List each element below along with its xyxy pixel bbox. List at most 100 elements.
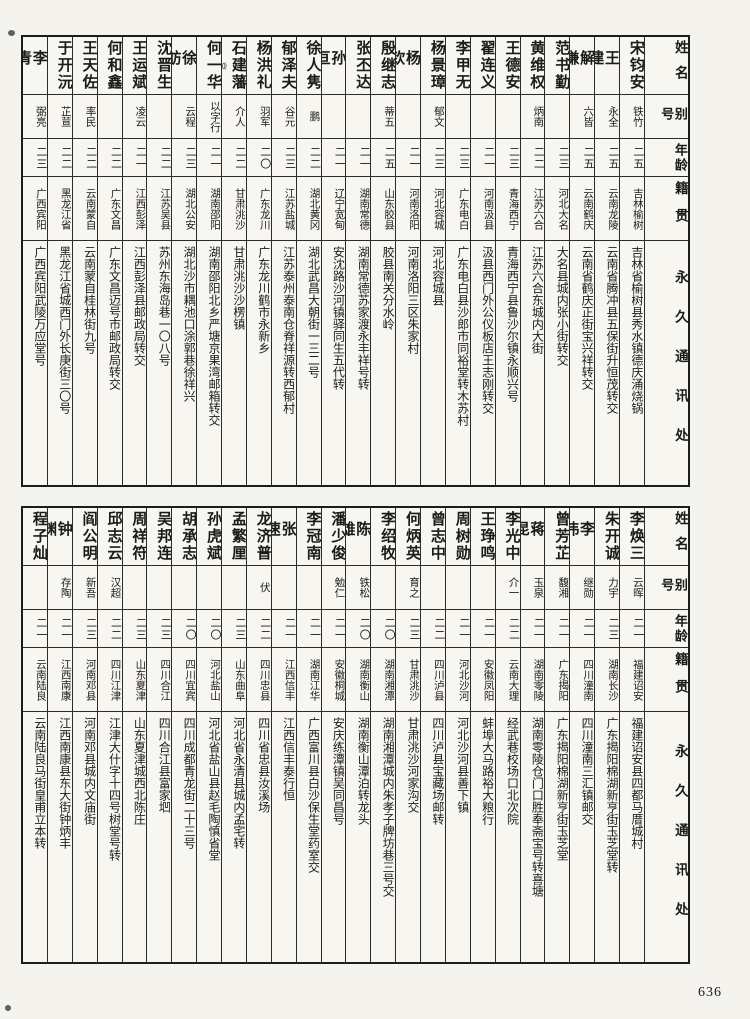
address-cell: 广东龙川鹤市永新乡 — [256, 246, 271, 354]
entry-column: 何和鑫 二二 广东文昌 广东文昌迈号市邮政局转交 — [96, 37, 122, 485]
address-cell: 云南省腾冲县五保街升恒茂转交 — [605, 246, 619, 414]
age-cell: 二一 — [346, 139, 371, 177]
native-cell: 安徽桐城 — [321, 648, 346, 712]
entry-column: 张速 二一 江西信丰 江西信丰泰行恒 — [270, 508, 296, 962]
address-cell: 湖南湘潭城内朱孝子牌坊巷三号交 — [381, 717, 396, 897]
name-cell: 周祥符 — [122, 508, 147, 566]
age-cell: 二二 — [222, 139, 246, 177]
native-cell: 云南大理 — [495, 648, 520, 712]
header-address: 永久通讯处 — [672, 269, 688, 468]
age-cell: 二三 — [445, 139, 470, 177]
entry-column: 钟渊 存陶 二一 江西南康 江西南康县东大街钟炳丰 — [46, 508, 72, 962]
address-cell: 广东文昌迈号市邮政局转交 — [107, 246, 122, 390]
entry-column: 胡承志 二〇 四川宜宾 四川成都青龙街二十三号 — [171, 508, 197, 962]
entry-column: 何炳英 育之 二三 甘肃洮沙 甘肃洮沙河家沟交 — [395, 508, 420, 962]
alias-cell: 率民 — [72, 95, 97, 139]
age-cell: 二二 — [495, 610, 520, 648]
name-cell: 朱开诚 — [595, 508, 619, 566]
entry-column: 吴邦连 二三 四川合江 四川合江县富家垇 — [146, 508, 172, 962]
entry-column: 郁泽夫 谷元 二三 江苏盐城 江苏泰州泰南仓脊祥源转西郁村 — [270, 37, 296, 485]
alias-cell — [321, 95, 346, 139]
entry-column: 翟连义 二一 河南汲县 汲县西门外公仪板店王志刚转交 — [469, 37, 495, 485]
address-cell: 吉林省榆树县秀水镇德庆涌烧锅 — [629, 246, 644, 414]
age-cell: 二一 — [321, 139, 346, 177]
native-cell: 甘肃洮沙 — [222, 177, 246, 241]
native-cell: 广东揭阳 — [545, 648, 570, 712]
name-cell: 潘少俊 — [321, 508, 346, 566]
entry-column: 于开沅 芷荁 二二 黑龙江省 黑龙江省城西门外长庚街三〇号 — [46, 37, 72, 485]
entry-column: 曾志中 二二 四川泸县 四川泸县宝藏场邮转 — [420, 508, 445, 962]
name-cell: 孙亘 — [321, 37, 346, 95]
entry-column: 孙亘 二一 辽宁宽甸 安沈路沙河镇驿同生五代转 — [320, 37, 346, 485]
native-cell: 江西信丰 — [271, 648, 296, 712]
entry-column: 阎公明 新吾 二三 河南邓县 河南邓县城内文庙街 — [71, 508, 97, 962]
name-cell: 于开沅 — [47, 37, 72, 95]
entry-column: 杨钦 二一 河南洛阳 河南洛阳三区朱家村 — [395, 37, 420, 485]
entry-column: 周祥符 二三 山东夏津 山东夏津城西北陈庄 — [121, 508, 147, 962]
address-cell: 广西宾阳武陵万应堂号 — [32, 246, 47, 366]
age-cell: 二五 — [570, 139, 595, 177]
name-cell: 王天佐 — [72, 37, 97, 95]
age-cell: 二一 — [23, 610, 47, 648]
alias-cell: 介人 — [222, 95, 246, 139]
entry-column: 潘少俊 勉仁 二一 安徽桐城 安庆练潭镇吴同昌号 — [320, 508, 346, 962]
alias-cell: 云程 — [172, 95, 197, 139]
name-cell: 蒋昆 — [520, 508, 545, 566]
entry-column: 李冠南 二一 湖南江华 广西富川县白沙保生堂药室交 — [295, 508, 321, 962]
native-cell: 河南汲县 — [470, 177, 495, 241]
age-cell: 二一 — [122, 139, 147, 177]
alias-cell: 力宇 — [595, 566, 619, 610]
header-age: 年龄 — [644, 610, 688, 648]
native-cell: 河北沙河 — [445, 648, 470, 712]
native-cell: 四川忠县 — [246, 648, 271, 712]
alias-cell: 介一 — [495, 566, 520, 610]
native-cell: 广东电白 — [445, 177, 470, 241]
alias-cell: 弼亮 — [23, 95, 47, 139]
alias-cell: 六皆 — [570, 95, 595, 139]
address-cell: 江西南康县东大街钟炳丰 — [57, 717, 72, 849]
scan-artifact — [5, 1005, 11, 1011]
header-column: 姓名 别号 年龄 籍贯 永久通讯处 — [643, 508, 688, 962]
header-name: 姓名 — [644, 508, 688, 566]
name-cell: 李冠南 — [296, 508, 321, 566]
native-cell: 湖南长沙 — [595, 648, 619, 712]
entry-column: 孟繁厘 二三 山东曲阜 河北省永清县城内孟宅转 — [221, 508, 246, 962]
header-alias: 别号 — [644, 95, 688, 139]
address-cell: 江苏六合东城内大街 — [530, 246, 545, 354]
name-cell: 黄维权 — [520, 37, 545, 95]
entry-column: 何一华 以字行 二一 湖南邵阳 湖南邵阳北乡严塘京果湾邮箱转交 — [196, 37, 221, 485]
name-cell: 曾志中 — [421, 508, 445, 566]
native-cell: 湖南江华 — [296, 648, 321, 712]
name-cell: 邱志云 — [97, 508, 122, 566]
name-cell: 李绍牧 — [371, 508, 396, 566]
native-cell: 辽宁宽甸 — [321, 177, 346, 241]
address-cell: 甘肃洮沙沙楞镇 — [231, 246, 246, 330]
entry-column: 王德安 二三 青海西宁 青海西宁县鲁沙尔镇永顺兴号 — [494, 37, 520, 485]
age-cell: 二二 — [147, 139, 172, 177]
entry-column: 周树勋 二一 河北沙河 河北沙河县善下镇 — [444, 508, 470, 962]
address-cell: 江津大什字十四号树堂号转 — [107, 717, 122, 861]
address-cell: 湖南零陵仓门口胜奉斋宝号转喜塘 — [530, 717, 545, 897]
name-cell: 郁泽夫 — [271, 37, 296, 95]
native-cell: 河北容城 — [421, 177, 445, 241]
alias-cell — [122, 566, 147, 610]
entry-column: 解谦 六皆 二五 云南鹤庆 云南省鹤庆正街宝兴祥转交 — [569, 37, 595, 485]
alias-cell: 玉泉 — [520, 566, 545, 610]
entry-column: 王琤鸣 二一 安徽凤阳 蚌埠大马路裕大粮行 — [469, 508, 495, 962]
age-cell: 二二 — [421, 610, 445, 648]
entry-column: 沈晋生 二二 江苏吴县 苏州东海岛巷一〇八号 — [146, 37, 172, 485]
address-cell: 江西信丰泰行恒 — [281, 717, 296, 801]
name-cell: 李伟 — [570, 508, 595, 566]
age-cell: 二一 — [321, 610, 346, 648]
page-number: 636 — [698, 985, 722, 1000]
address-cell: 广东揭阳棉湖新亨街玉芝堂 — [555, 717, 570, 861]
age-cell: 二〇 — [197, 610, 221, 648]
alias-cell: 育之 — [396, 566, 420, 610]
entry-column: 王天佐 率民 二二 云南蒙自 云南蒙自桂林街九号 — [71, 37, 97, 485]
name-cell: 徐舫 — [172, 37, 197, 95]
age-cell: 二五 — [371, 139, 396, 177]
native-cell: 山东夏津 — [122, 648, 147, 712]
age-cell: 二一 — [197, 139, 221, 177]
alias-cell — [147, 566, 172, 610]
native-cell: 山东曲阜 — [222, 648, 246, 712]
